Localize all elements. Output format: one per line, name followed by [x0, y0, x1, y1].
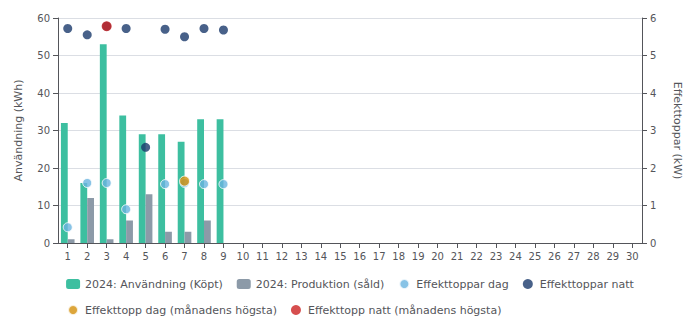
svg-text:Effekttoppar dag: Effekttoppar dag — [416, 278, 508, 291]
svg-text:6: 6 — [650, 13, 656, 24]
svg-text:12: 12 — [275, 251, 288, 262]
svg-text:7: 7 — [181, 251, 187, 262]
svg-text:22: 22 — [470, 251, 483, 262]
svg-text:4: 4 — [123, 251, 129, 262]
svg-text:5: 5 — [650, 50, 656, 61]
svg-text:3: 3 — [650, 125, 656, 136]
svg-text:2024: Produktion (såld): 2024: Produktion (såld) — [256, 278, 385, 291]
svg-text:2024: Användning (Köpt): 2024: Användning (Köpt) — [85, 278, 223, 291]
svg-text:50: 50 — [37, 50, 50, 61]
svg-text:Effekttopp dag (månadens högst: Effekttopp dag (månadens högsta) — [85, 304, 277, 317]
svg-text:Effekttoppar natt: Effekttoppar natt — [540, 278, 635, 291]
svg-text:40: 40 — [37, 88, 50, 99]
svg-text:24: 24 — [509, 251, 522, 262]
svg-text:27: 27 — [567, 251, 580, 262]
svg-text:20: 20 — [431, 251, 444, 262]
svg-text:17: 17 — [373, 251, 386, 262]
svg-text:1: 1 — [65, 251, 71, 262]
svg-text:0: 0 — [650, 238, 656, 249]
svg-text:2: 2 — [650, 163, 656, 174]
svg-text:5: 5 — [142, 251, 148, 262]
svg-text:Användning (kWh): Användning (kWh) — [12, 80, 25, 182]
svg-text:9: 9 — [220, 251, 226, 262]
svg-text:19: 19 — [412, 251, 425, 262]
svg-text:15: 15 — [334, 251, 347, 262]
svg-text:28: 28 — [587, 251, 600, 262]
svg-text:2: 2 — [84, 251, 90, 262]
svg-text:23: 23 — [490, 251, 503, 262]
svg-text:Effekttoppar (kW): Effekttoppar (kW) — [671, 82, 684, 180]
svg-text:21: 21 — [451, 251, 464, 262]
svg-text:16: 16 — [353, 251, 366, 262]
svg-text:18: 18 — [392, 251, 405, 262]
svg-text:30: 30 — [626, 251, 639, 262]
svg-text:60: 60 — [37, 13, 50, 24]
svg-text:10: 10 — [237, 251, 250, 262]
svg-text:1: 1 — [650, 200, 656, 211]
svg-text:29: 29 — [606, 251, 619, 262]
svg-text:11: 11 — [256, 251, 269, 262]
svg-text:3: 3 — [103, 251, 109, 262]
svg-text:13: 13 — [295, 251, 308, 262]
svg-text:8: 8 — [201, 251, 207, 262]
svg-text:6: 6 — [162, 251, 168, 262]
svg-text:30: 30 — [37, 125, 50, 136]
svg-text:20: 20 — [37, 163, 50, 174]
svg-text:25: 25 — [529, 251, 542, 262]
svg-text:26: 26 — [548, 251, 561, 262]
svg-text:10: 10 — [37, 200, 50, 211]
svg-text:14: 14 — [314, 251, 327, 262]
svg-text:Effekttopp natt (månadens högs: Effekttopp natt (månadens högsta) — [308, 304, 502, 317]
svg-text:4: 4 — [650, 88, 656, 99]
svg-text:0: 0 — [44, 238, 50, 249]
